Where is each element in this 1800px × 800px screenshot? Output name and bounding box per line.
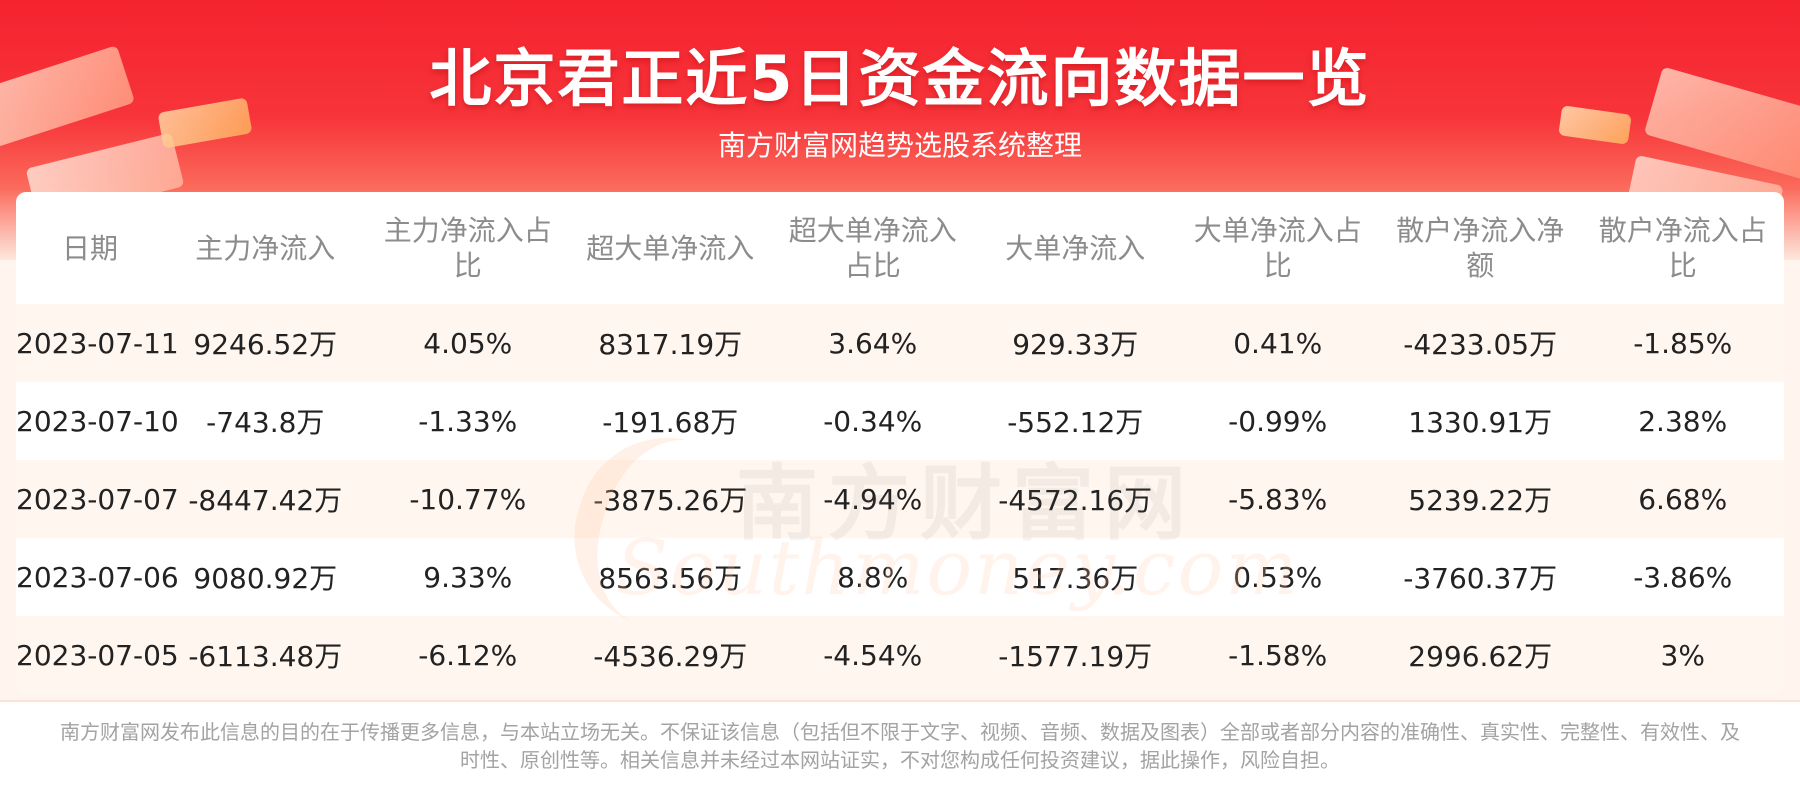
- table-header-row: 日期 主力净流入 主力净流入占比 超大单净流入 超大单净流入占比 大单净流入 大单净流入占比…: [16, 192, 1784, 304]
- value-cell: -8447.42万: [164, 460, 367, 538]
- value-cell: 929.33万: [973, 304, 1177, 382]
- value-cell: -4233.05万: [1378, 304, 1582, 382]
- column-header: 日期: [62, 231, 119, 265]
- value-cell: -1.58%: [1176, 616, 1379, 694]
- table-row: 2023-07-05 -6113.48万 -6.12% -4536.29万 -4.54%…: [16, 616, 1784, 694]
- value-cell: -10.77%: [366, 460, 570, 538]
- data-card: 日期 主力净流入 主力净流入占比 超大单净流入 超大单净流入占比 大单净流入 大单净流入占比…: [16, 192, 1784, 694]
- value-cell: -4.94%: [771, 460, 974, 538]
- page-subtitle: 南方财富网趋势选股系统整理: [717, 129, 1082, 162]
- value-cell: 2.38%: [1581, 382, 1784, 460]
- value-cell: -6.12%: [366, 616, 570, 694]
- fund-flow-table: 日期 主力净流入 主力净流入占比 超大单净流入 超大单净流入占比 大单净流入 大单净流入占比…: [16, 192, 1784, 694]
- value-cell: -1.85%: [1581, 304, 1784, 382]
- date-cell: 2023-07-11: [16, 304, 179, 382]
- column-header: 超大单净流入: [586, 231, 755, 265]
- value-cell: -0.34%: [771, 382, 974, 460]
- value-cell: -0.99%: [1176, 382, 1379, 460]
- column-header: 大单净流入占比: [1193, 214, 1362, 282]
- value-cell: -552.12万: [973, 382, 1177, 460]
- value-cell: -3875.26万: [569, 460, 772, 538]
- value-cell: 8563.56万: [569, 538, 772, 616]
- value-cell: 9080.92万: [164, 538, 367, 616]
- column-header: 散户净流入占比: [1598, 214, 1767, 282]
- value-cell: -4536.29万: [569, 616, 772, 694]
- column-header: 主力净流入占比: [383, 214, 552, 282]
- table-row: 2023-07-06 9080.92万 9.33% 8563.56万 8.8% 517.3…: [16, 538, 1784, 616]
- value-cell: -1.33%: [366, 382, 570, 460]
- date-cell: 2023-07-06: [16, 538, 179, 616]
- column-header: 散户净流入净额: [1396, 214, 1565, 282]
- footer: 南方财富网发布此信息的目的在于传播更多信息，与本站立场无关。不保证该信息（包括但…: [0, 700, 1800, 800]
- value-cell: 9246.52万: [164, 304, 367, 382]
- value-cell: -4572.16万: [973, 460, 1177, 538]
- value-cell: -743.8万: [164, 382, 367, 460]
- column-header: 超大单净流入占比: [788, 214, 957, 282]
- value-cell: -1577.19万: [973, 616, 1177, 694]
- page-title: 北京君正近5日资金流向数据一览: [429, 42, 1371, 115]
- table-body: 2023-07-11 9246.52万 4.05% 8317.19万 3.64% 929.…: [16, 304, 1784, 694]
- date-cell: 2023-07-10: [16, 382, 179, 460]
- value-cell: 6.68%: [1581, 460, 1784, 538]
- value-cell: 517.36万: [973, 538, 1177, 616]
- value-cell: 8.8%: [771, 538, 974, 616]
- value-cell: 2996.62万: [1378, 616, 1582, 694]
- table-row: 2023-07-10 -743.8万 -1.33% -191.68万 -0.34% -55…: [16, 382, 1784, 460]
- value-cell: 0.41%: [1176, 304, 1379, 382]
- table-row: 2023-07-07 -8447.42万 -10.77% -3875.26万 -4.94…: [16, 460, 1784, 538]
- value-cell: 5239.22万: [1378, 460, 1582, 538]
- date-cell: 2023-07-07: [16, 460, 179, 538]
- date-cell: 2023-07-05: [16, 616, 179, 694]
- value-cell: 8317.19万: [569, 304, 772, 382]
- value-cell: -4.54%: [771, 616, 974, 694]
- value-cell: 3.64%: [771, 304, 974, 382]
- value-cell: -3760.37万: [1378, 538, 1582, 616]
- value-cell: 9.33%: [366, 538, 570, 616]
- value-cell: -3.86%: [1581, 538, 1784, 616]
- column-header: 大单净流入: [1005, 231, 1146, 265]
- table-row: 2023-07-11 9246.52万 4.05% 8317.19万 3.64% 929.…: [16, 304, 1784, 382]
- value-cell: -6113.48万: [164, 616, 367, 694]
- table-header: 日期 主力净流入 主力净流入占比 超大单净流入 超大单净流入占比 大单净流入 大单净流入占比…: [16, 192, 1784, 304]
- value-cell: -5.83%: [1176, 460, 1379, 538]
- value-cell: 0.53%: [1176, 538, 1379, 616]
- value-cell: 4.05%: [366, 304, 570, 382]
- value-cell: 1330.91万: [1378, 382, 1582, 460]
- disclaimer-text: 南方财富网发布此信息的目的在于传播更多信息，与本站立场无关。不保证该信息（包括但…: [60, 720, 1740, 772]
- value-cell: 3%: [1581, 616, 1784, 694]
- column-header: 主力净流入: [195, 231, 336, 265]
- value-cell: -191.68万: [569, 382, 772, 460]
